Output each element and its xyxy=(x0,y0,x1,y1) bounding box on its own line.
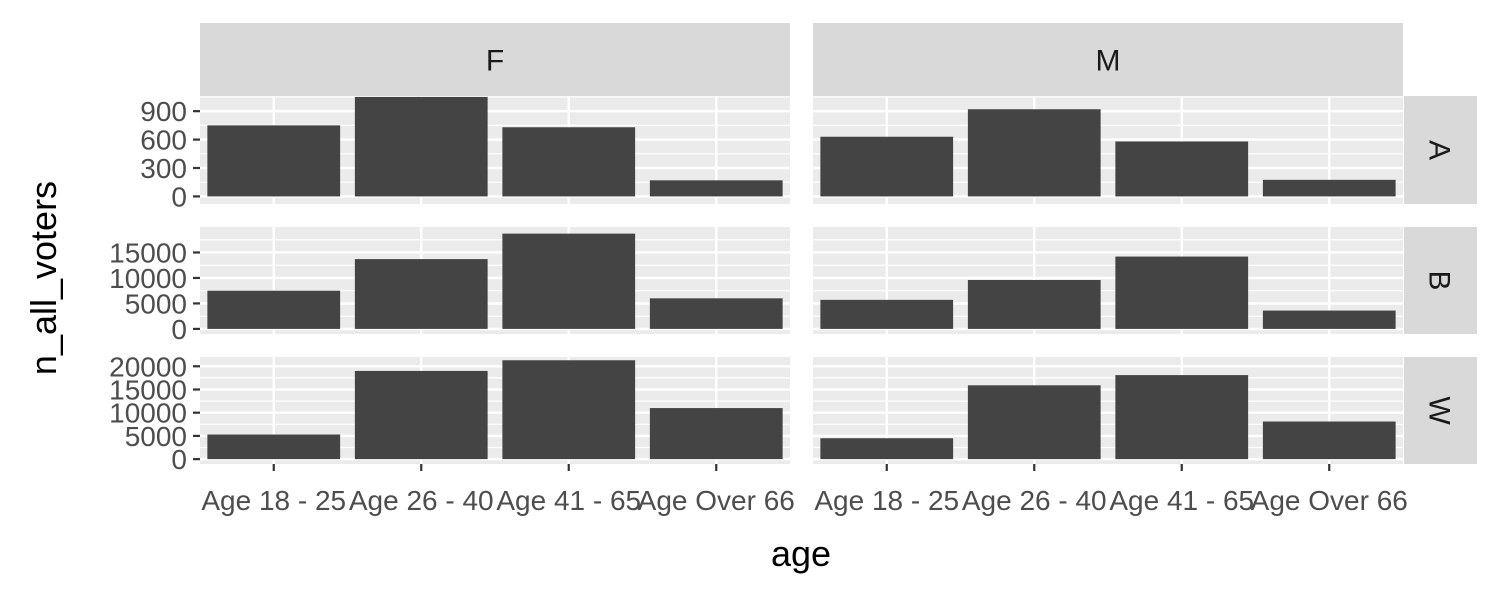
x-tick-label: Age Over 66 xyxy=(1251,485,1408,516)
y-tick-label: 600 xyxy=(140,125,187,156)
bar-f-b-age-18-25 xyxy=(207,290,341,329)
facet-strip-m xyxy=(813,23,1403,96)
bar-m-w-age-41-65 xyxy=(1115,375,1249,460)
bar-f-a-age-41-65 xyxy=(502,127,636,197)
bar-f-w-age-18-25 xyxy=(207,434,341,460)
bar-m-b-age-over-66 xyxy=(1262,310,1396,329)
bar-f-a-age-26-40 xyxy=(354,96,488,197)
facet-strip-w xyxy=(1404,357,1477,464)
x-tick-label: Age 41 - 65 xyxy=(1109,485,1254,516)
bar-f-b-age-41-65 xyxy=(502,233,636,329)
bar-f-b-age-26-40 xyxy=(354,259,488,329)
bar-f-w-age-41-65 xyxy=(502,360,636,460)
panel-f-w xyxy=(200,357,790,464)
y-tick-label: 5000 xyxy=(125,421,187,452)
y-tick-label: 0 xyxy=(171,444,187,475)
bar-m-a-age-18-25 xyxy=(820,136,954,197)
facet-strip-b xyxy=(1404,227,1477,334)
panel-f-a xyxy=(200,96,790,204)
bar-m-w-age-26-40 xyxy=(967,385,1101,460)
panel-f-b xyxy=(200,227,790,334)
x-tick-label: Age Over 66 xyxy=(638,485,795,516)
bar-f-w-age-over-66 xyxy=(649,408,783,460)
y-tick-label: 0 xyxy=(171,314,187,345)
facet-strip-f xyxy=(200,23,790,96)
facet-label-a: A xyxy=(1423,140,1456,160)
y-tick-label: 15000 xyxy=(109,374,187,405)
bar-f-a-age-over-66 xyxy=(649,180,783,197)
facet-strip-a xyxy=(1404,96,1477,204)
bar-m-b-age-41-65 xyxy=(1115,256,1249,329)
bar-m-b-age-26-40 xyxy=(967,279,1101,329)
bar-f-b-age-over-66 xyxy=(649,298,783,329)
bar-m-a-age-over-66 xyxy=(1262,179,1396,197)
y-axis-title: n_all_voters xyxy=(23,181,64,375)
y-tick-label: 5000 xyxy=(125,288,187,319)
y-tick-label: 10000 xyxy=(109,398,187,429)
panel-m-b xyxy=(813,227,1403,334)
x-tick-label: Age 41 - 65 xyxy=(496,485,641,516)
y-tick-label: 20000 xyxy=(109,351,187,382)
facet-label-m: M xyxy=(1096,45,1121,78)
x-tick-label: Age 26 - 40 xyxy=(962,485,1107,516)
panel-m-a xyxy=(813,96,1403,204)
x-tick-label: Age 18 - 25 xyxy=(814,485,959,516)
facet-label-w: W xyxy=(1423,396,1456,425)
bar-m-w-age-over-66 xyxy=(1262,421,1396,460)
bar-m-a-age-41-65 xyxy=(1115,141,1249,197)
panel-m-w xyxy=(813,357,1403,464)
facet-label-f: F xyxy=(486,45,504,78)
facet-label-b: B xyxy=(1423,270,1456,290)
y-tick-label: 0 xyxy=(171,181,187,212)
y-tick-label: 10000 xyxy=(109,263,187,294)
bar-f-w-age-26-40 xyxy=(354,370,488,460)
bar-f-a-age-18-25 xyxy=(207,125,341,197)
y-tick-label: 900 xyxy=(140,96,187,127)
y-tick-label: 300 xyxy=(140,153,187,184)
y-tick-label: 15000 xyxy=(109,237,187,268)
bar-m-a-age-26-40 xyxy=(967,109,1101,197)
bar-m-b-age-18-25 xyxy=(820,299,954,329)
x-tick-label: Age 18 - 25 xyxy=(201,485,346,516)
bar-m-w-age-18-25 xyxy=(820,438,954,460)
x-axis-title: age xyxy=(771,533,831,574)
x-tick-label: Age 26 - 40 xyxy=(349,485,494,516)
